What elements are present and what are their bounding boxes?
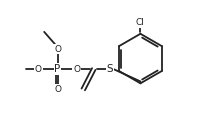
Text: O: O [73,65,80,74]
Text: O: O [54,85,61,94]
Text: S: S [107,64,113,74]
Text: O: O [54,45,61,53]
Text: Cl: Cl [136,18,145,27]
Text: O: O [35,65,42,74]
Text: P: P [54,64,61,74]
